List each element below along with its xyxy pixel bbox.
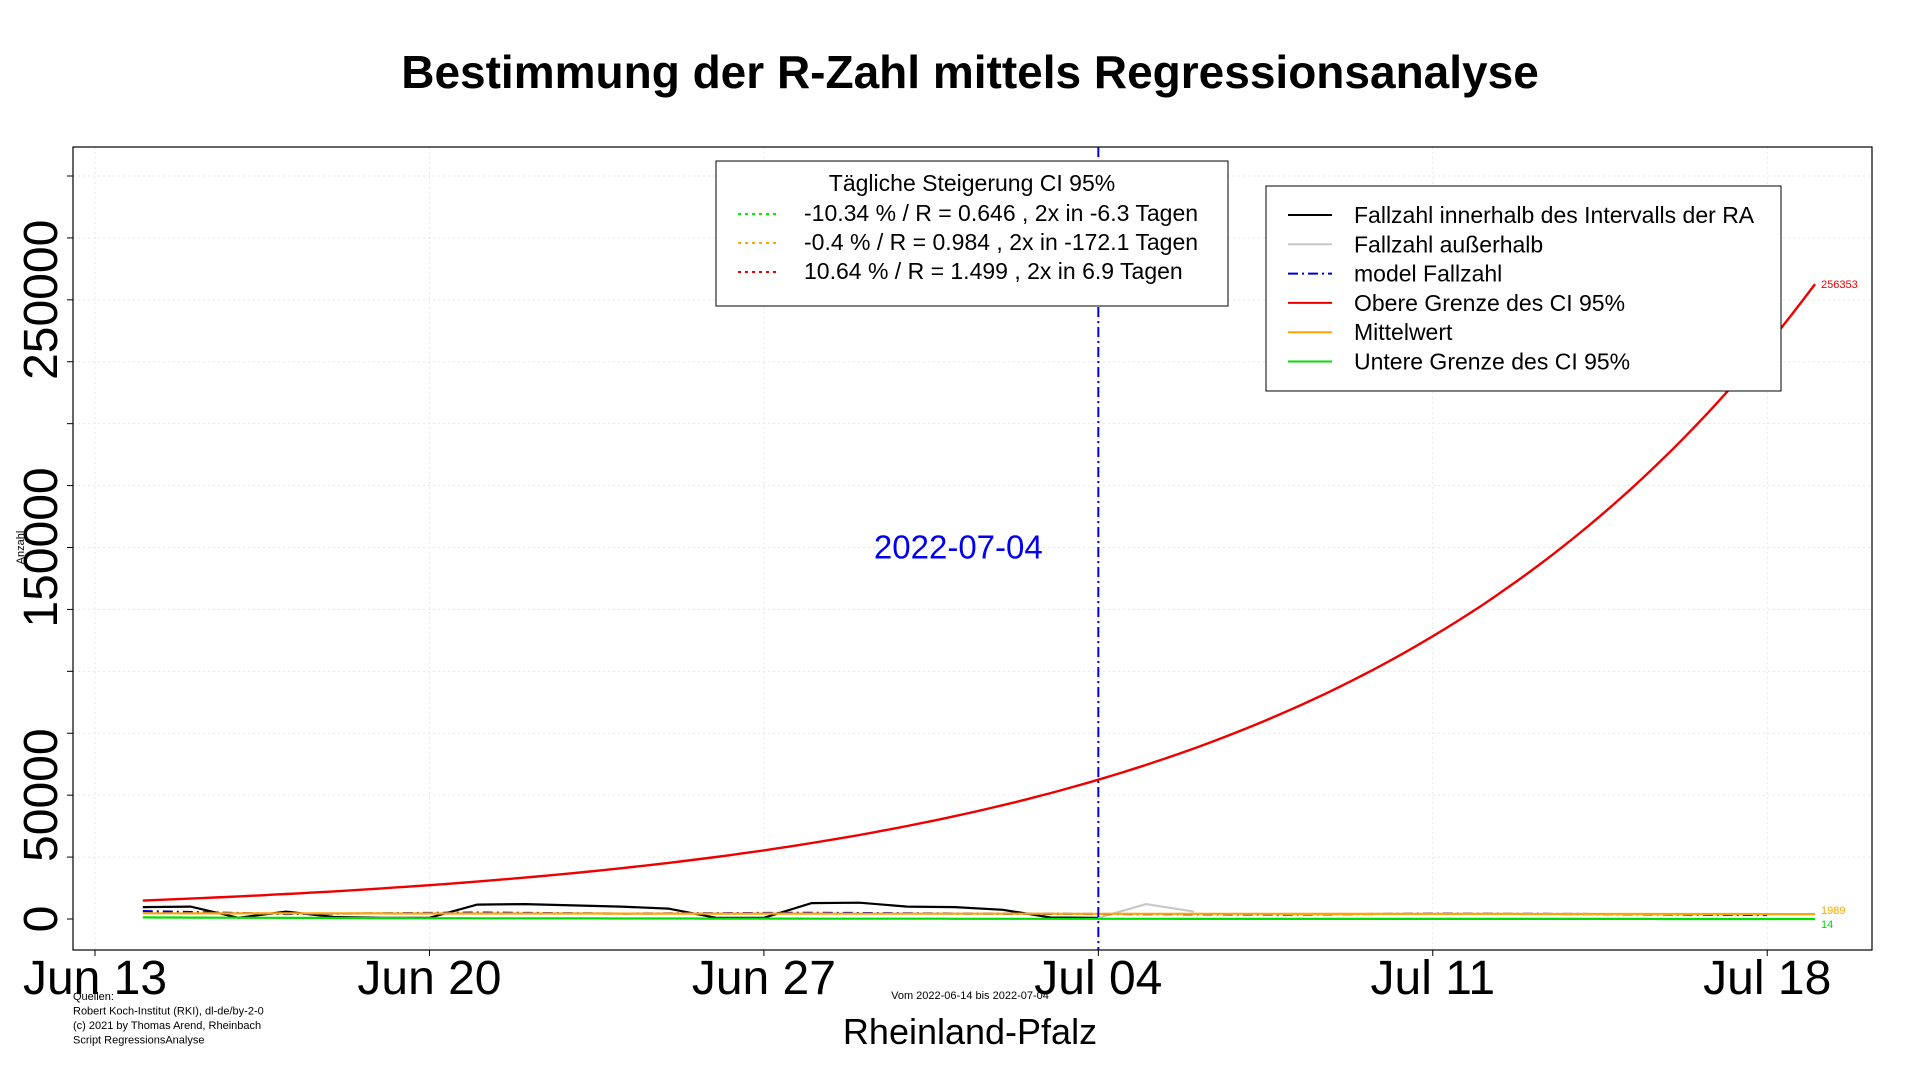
source-line: Script RegressionsAnalyse [73, 1035, 204, 1047]
x-tick-label: Jul 11 [1371, 952, 1496, 1005]
series-line [1097, 902, 1195, 919]
y-axis: 0 50000 150000 250000 [15, 175, 73, 933]
source-line: Quellen: [73, 991, 114, 1003]
chart-title: Bestimmung der R-Zahl mittels Regression… [401, 46, 1539, 98]
legend-entry-text: Obere Grenze des CI 95% [1354, 290, 1625, 316]
x-tick-label: Jun 20 [357, 952, 501, 1005]
ci-box-title: Tägliche Steigerung CI 95% [829, 170, 1115, 196]
ci-entry-text: -10.34 % / R = 0.646 , 2x in -6.3 Tagen [804, 200, 1198, 226]
series-line [142, 283, 1816, 902]
source-line: (c) 2021 by Thomas Arend, Rheinbach [73, 1020, 261, 1032]
legend-entry-text: Fallzahl außerhalb [1354, 231, 1543, 257]
y-tick-label: 50000 [15, 728, 68, 861]
x-axis-label: Rheinland-Pfalz [843, 1011, 1097, 1052]
chart-subtitle: Vom 2022-06-14 bis 2022-07-04 [891, 990, 1049, 1002]
end-label: 1989 [1821, 905, 1845, 917]
legend-entry-text: Fallzahl innerhalb des Intervalls der RA [1354, 202, 1755, 228]
plot-frame [72, 146, 1873, 951]
legend-entry-text: Mittelwert [1354, 319, 1453, 345]
end-label: 256353 [1821, 279, 1858, 291]
end-label: 14 [1821, 919, 1833, 931]
legend-frame [1265, 185, 1782, 392]
y-tick-label: 0 [15, 906, 68, 933]
ci-box-frame [715, 160, 1229, 307]
sources-note: Quellen: Robert Koch-Institut (RKI), dl-d… [73, 991, 264, 1047]
end-value-labels: 256353 1989 14 [1821, 279, 1858, 931]
ci-entry-text: 10.64 % / R = 1.499 , 2x in 6.9 Tagen [804, 258, 1183, 284]
reference-line-label: 2022-07-04 [874, 529, 1043, 566]
x-tick-label: Jul 04 [1034, 952, 1162, 1005]
legend-entry-text: model Fallzahl [1354, 261, 1502, 287]
y-tick-label: 150000 [15, 467, 68, 627]
x-tick-label: Jun 27 [692, 952, 836, 1005]
reference-line: 2022-07-04 [874, 147, 1100, 950]
series-legend: Fallzahl innerhalb des Intervalls der RA… [1265, 185, 1782, 392]
series-line [142, 901, 1099, 919]
y-tick-label: 250000 [15, 220, 68, 380]
ci-entry-text: -0.4 % / R = 0.984 , 2x in -172.1 Tagen [804, 229, 1198, 255]
source-line: Robert Koch-Institut (RKI), dl-de/by-2-0 [73, 1006, 264, 1018]
series-line [142, 916, 1815, 921]
y-axis-label: Anzahl [15, 531, 27, 565]
x-tick-label: Jul 18 [1703, 952, 1831, 1005]
series-lines [142, 283, 1816, 921]
ci-legend-box: Tägliche Steigerung CI 95% -10.34 % / R =… [715, 160, 1229, 307]
legend-entry-text: Untere Grenze des CI 95% [1354, 349, 1630, 375]
x-tick-label: Jun 13 [23, 952, 167, 1005]
x-axis: Jun 13 Jun 20 Jun 27 Jul 04 Jul 11 Jul 18 [23, 950, 1831, 1005]
series-line [142, 912, 1815, 916]
